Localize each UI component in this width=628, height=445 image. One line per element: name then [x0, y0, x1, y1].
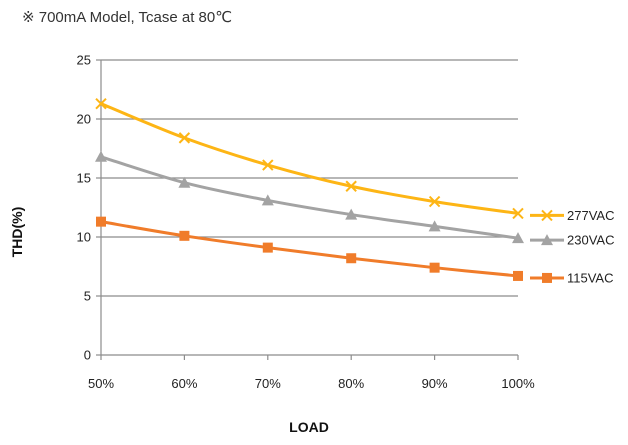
y-tick-labels: 0 5 10 15 20 25 [77, 53, 91, 363]
data-point-115vac [179, 230, 190, 241]
data-point-115vac [262, 242, 273, 253]
x-tick-label: 70% [255, 376, 281, 391]
y-axis-label: THD(%) [9, 207, 25, 258]
legend-label: 230VAC [567, 233, 614, 248]
series-line-230vac [100, 155, 519, 240]
data-point-230vac [512, 232, 524, 244]
legend-label: 277VAC [567, 208, 614, 223]
chart-title: ※ 700mA Model, Tcase at 80℃ [22, 9, 233, 26]
legend-marker-115vac [542, 272, 552, 283]
legend-item-277vac: 277VAC [530, 208, 614, 223]
data-point-115vac [96, 216, 106, 227]
x-tick-label: 80% [338, 376, 364, 391]
series-line-277vac [100, 102, 519, 215]
legend-item-230vac: 230VAC [530, 233, 614, 248]
series-line-115vac [100, 220, 519, 278]
x-tick-label: 60% [171, 376, 197, 391]
y-tick-label: 0 [84, 348, 91, 363]
grid-lines [101, 59, 518, 297]
data-point-277vac [262, 159, 274, 171]
data-point-230vac [428, 220, 441, 232]
data-point-277vac [428, 195, 441, 208]
data-point-115vac [346, 253, 357, 264]
series [95, 97, 524, 281]
data-point-230vac [345, 208, 358, 220]
data-point-230vac [261, 194, 274, 206]
data-point-230vac [95, 150, 107, 162]
data-point-277vac [512, 207, 524, 220]
y-tick-label: 15 [77, 171, 91, 186]
data-point-277vac [178, 132, 191, 144]
legend-label: 115VAC [567, 270, 614, 285]
legend: 277VAC 230VAC 115VAC [530, 208, 614, 285]
y-tick-label: 20 [77, 112, 91, 127]
data-point-115vac [429, 262, 440, 273]
y-tick-label: 5 [84, 289, 91, 304]
series-277vac [95, 97, 524, 220]
data-point-277vac [95, 97, 107, 110]
data-point-230vac [178, 176, 191, 188]
legend-marker-277vac [541, 209, 553, 222]
legend-marker-230vac [541, 234, 553, 246]
x-tick-label: 100% [501, 376, 535, 391]
y-tick-label: 25 [77, 53, 91, 68]
axes [96, 59, 519, 360]
x-tick-labels: 50% 60% 70% 80% 90% 100% [88, 376, 535, 391]
data-point-115vac [513, 270, 523, 281]
x-tick-label: 50% [88, 376, 114, 391]
data-point-277vac [345, 180, 357, 192]
y-tick-label: 10 [77, 230, 91, 245]
x-axis-label: LOAD [289, 419, 329, 435]
series-115vac [96, 216, 523, 281]
x-tick-label: 90% [422, 376, 448, 391]
legend-item-115vac: 115VAC [530, 270, 614, 285]
series-230vac [95, 150, 524, 244]
